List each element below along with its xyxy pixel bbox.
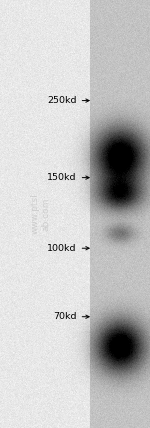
Text: www.ptsl
ab.com: www.ptsl ab.com — [30, 193, 51, 235]
Text: 70kd: 70kd — [53, 312, 76, 321]
Text: 150kd: 150kd — [47, 173, 76, 182]
Text: 250kd: 250kd — [47, 96, 76, 105]
Text: 100kd: 100kd — [47, 244, 76, 253]
